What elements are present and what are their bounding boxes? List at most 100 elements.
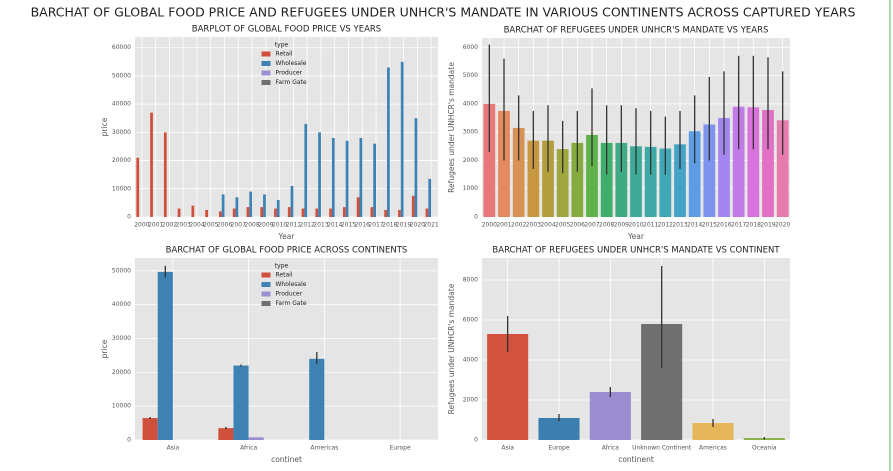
x-tick-label: 2017 [368, 222, 383, 229]
y-axis-label: price [100, 117, 109, 136]
y-tick-label: 0 [474, 214, 478, 221]
bar [589, 392, 631, 440]
legend-swatch [261, 51, 271, 57]
y-tick-label: 40000 [112, 301, 131, 308]
x-tick-label: 2008 [244, 222, 259, 229]
y-tick-label: 50000 [112, 72, 131, 79]
x-tick-label: 2018 [382, 222, 397, 229]
x-tick-label: 2014 [327, 222, 342, 229]
bar [688, 131, 701, 217]
x-tick-label: 2012 [658, 222, 673, 229]
y-tick-label: 8000 [463, 277, 478, 284]
y-tick-label: 0 [127, 437, 131, 444]
x-tick-label: 2013 [313, 222, 328, 229]
legend-swatch [261, 301, 271, 306]
y-tick-label: 30000 [112, 335, 131, 342]
y-tick-label: 4000 [463, 357, 478, 364]
y-axis-label: Refugees under UNHCR's mandate [447, 283, 456, 414]
legend-label: Wholesale [276, 60, 307, 67]
y-tick-label: 30000 [112, 129, 131, 136]
x-tick-label: 2014 [687, 222, 702, 229]
y-tick-label: 3000 [463, 129, 478, 136]
x-tick-label: 2006 [570, 222, 585, 229]
legend-title: type [275, 42, 289, 49]
bar [359, 138, 363, 217]
y-tick-label: 10000 [112, 185, 131, 192]
figure-title: BARCHAT OF GLOBAL FOOD PRICE AND REFUGEE… [31, 5, 856, 20]
bar [260, 207, 264, 217]
x-tick-label: 2007 [584, 222, 599, 229]
bar [762, 110, 774, 217]
x-tick-label: 2003 [526, 222, 541, 229]
bar [345, 140, 349, 217]
bar [287, 207, 291, 217]
x-tick-label: Americas [310, 445, 338, 452]
x-tick-label: 2019 [396, 222, 411, 229]
x-tick-label: 2005 [203, 222, 218, 229]
x-tick-label: Europe [548, 445, 569, 452]
bar [527, 140, 540, 217]
bar [301, 208, 305, 217]
bar [414, 118, 418, 217]
legend-swatch [261, 272, 271, 278]
legend-label: Farm Gate [276, 300, 307, 307]
chart-title: BARCHAT OF GLOBAL FOOD PRICE ACROSS CONT… [166, 246, 408, 256]
bar [538, 418, 580, 440]
bar [177, 208, 181, 217]
y-tick-label: 20000 [112, 157, 131, 164]
bar [290, 185, 294, 217]
bar [398, 209, 401, 217]
bar [571, 142, 584, 217]
y-tick-label: 6000 [463, 44, 478, 51]
bar [304, 123, 308, 217]
bar [776, 120, 789, 217]
chart-title: BARCHAT OF REFUGEES UNDER UNHCR'S MANDAT… [504, 26, 769, 36]
bar [136, 157, 140, 217]
y-tick-label: 2000 [463, 397, 478, 404]
bar [600, 142, 613, 217]
x-tick-label: 2002 [162, 222, 177, 229]
bar [232, 208, 236, 217]
x-tick-label: 2010 [628, 222, 643, 229]
bar [157, 271, 173, 440]
bar [315, 208, 319, 217]
legend-label: Retail [276, 51, 293, 58]
legend-swatch [261, 282, 271, 287]
x-tick-label: Africa [240, 445, 257, 452]
x-tick-label: 2020 [775, 222, 790, 229]
x-tick-label: 2017 [731, 222, 746, 229]
x-tick-label: 2012 [300, 222, 315, 229]
bar [674, 144, 686, 217]
x-tick-label: 2009 [614, 222, 629, 229]
x-tick-label: 2008 [599, 222, 614, 229]
bar [318, 132, 321, 217]
bar [428, 178, 432, 217]
bar [483, 103, 496, 217]
bar [703, 124, 716, 217]
plot-area [135, 258, 438, 440]
bar [219, 211, 222, 217]
x-tick-label: Asia [501, 445, 514, 452]
x-tick-label: 2005 [555, 222, 570, 229]
bar [249, 191, 253, 217]
bar [205, 209, 208, 217]
x-tick-label: 2000 [134, 222, 149, 229]
bar [659, 148, 672, 217]
bar [630, 146, 642, 217]
x-tick-label: Africa [602, 445, 619, 452]
x-axis-label: Year [627, 232, 645, 241]
bar [142, 418, 158, 440]
bar [644, 146, 657, 217]
x-tick-label: Americas [699, 445, 727, 452]
bar [400, 61, 404, 217]
y-axis-label: price [100, 339, 109, 358]
bar [542, 140, 554, 217]
x-tick-label: 2004 [540, 222, 555, 229]
legend-label: Producer [276, 70, 303, 77]
x-tick-label: 2001 [148, 222, 163, 229]
legend-swatch [261, 61, 271, 66]
bar [218, 428, 234, 440]
chart-title: BARCHAT OF REFUGEES UNDER UNHCR'S MANDAT… [492, 246, 780, 256]
bar [384, 209, 388, 217]
y-tick-label: 10000 [112, 403, 131, 410]
